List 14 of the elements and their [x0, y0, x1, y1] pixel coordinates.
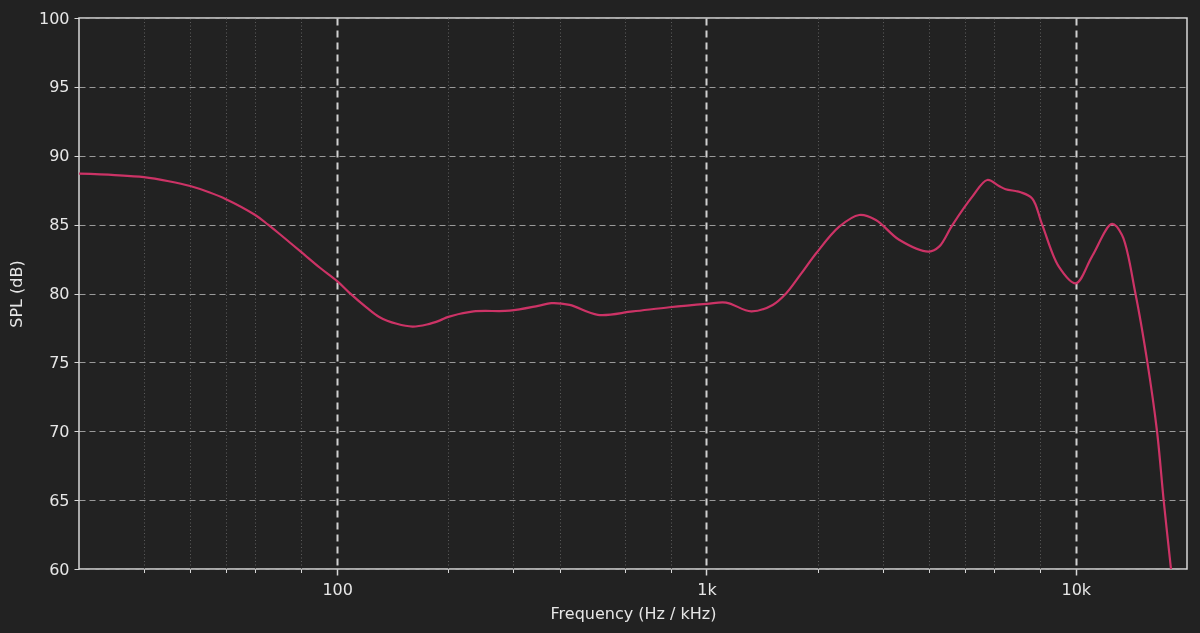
y-tick-label: 65 — [49, 490, 70, 510]
y-tick-label: 75 — [49, 352, 70, 372]
y-tick-label: 70 — [49, 421, 70, 441]
y-tick-label: 90 — [49, 146, 70, 166]
x-tick-label: 10k — [1061, 579, 1092, 599]
y-axis-title: SPL (dB) — [6, 260, 26, 328]
y-tick-label: 80 — [49, 284, 70, 303]
y-tick-label: 95 — [49, 77, 70, 97]
y-tick-label: 100 — [38, 8, 70, 28]
x-axis-title: Frequency (Hz / kHz) — [550, 603, 717, 623]
y-tick-label: 85 — [49, 215, 70, 235]
x-tick-label: 1k — [697, 579, 718, 599]
x-tick-label: 100 — [322, 579, 353, 599]
y-tick-label: 60 — [49, 559, 70, 579]
